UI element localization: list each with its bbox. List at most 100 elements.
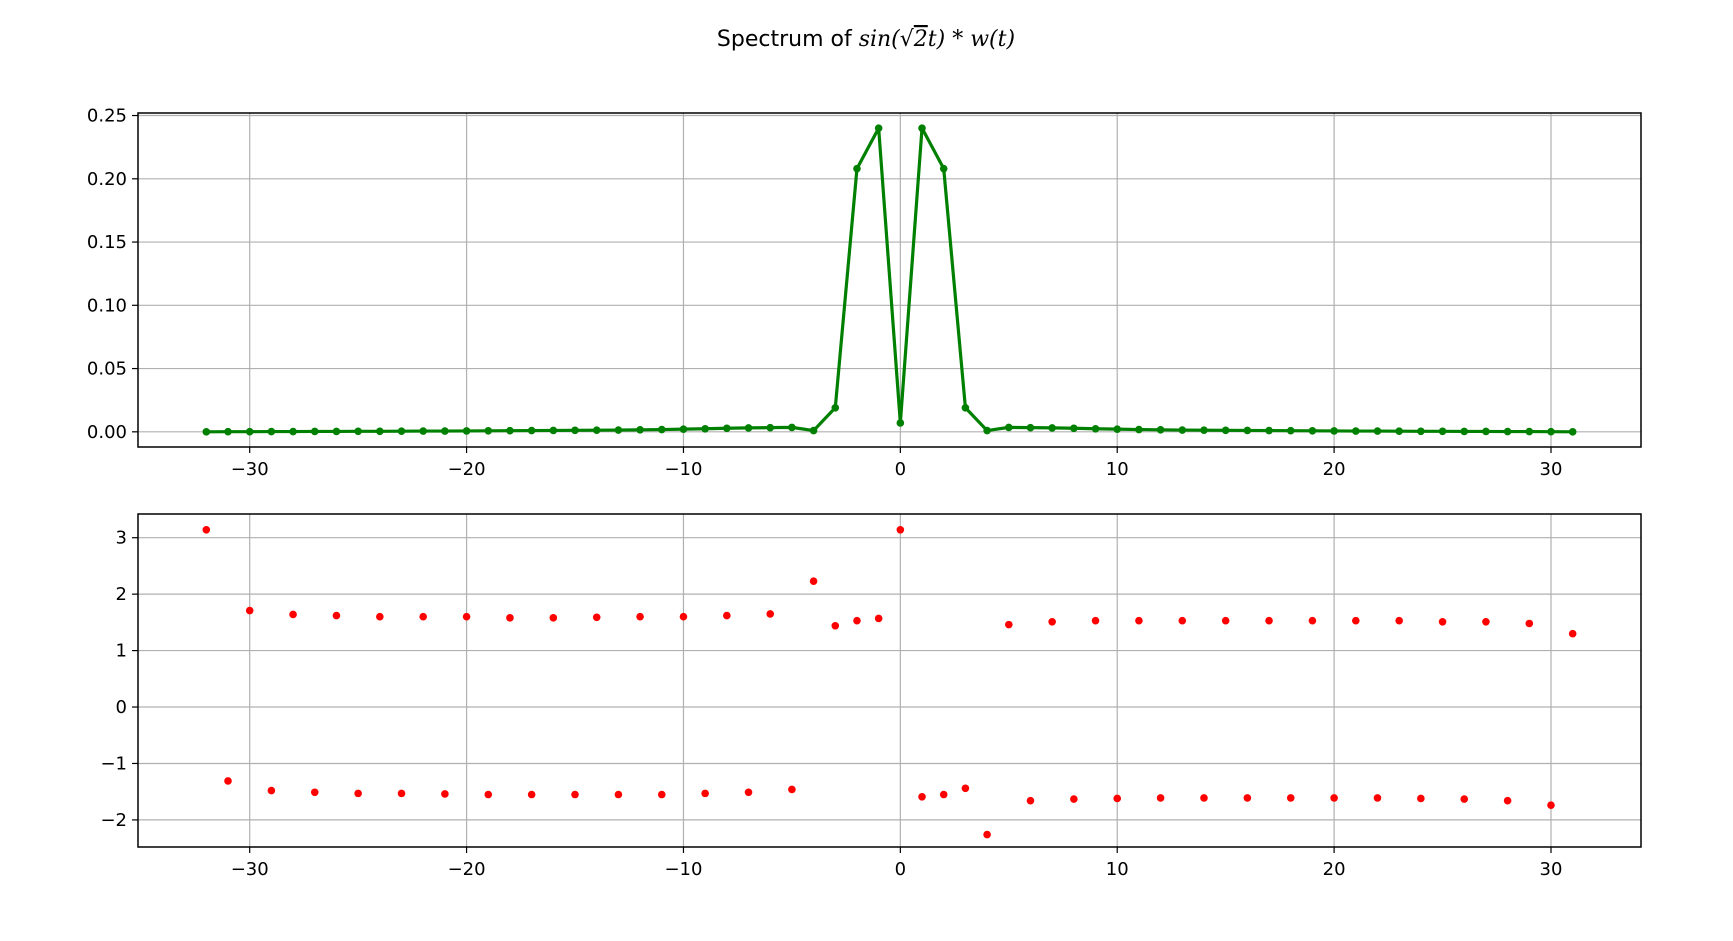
- y-tick-label: 0.20: [87, 169, 127, 190]
- phase-point: [896, 526, 905, 534]
- phase-point: [506, 614, 514, 622]
- phase-point: [592, 613, 601, 622]
- phase-point: [1243, 794, 1252, 802]
- x-tick-label: −30: [231, 859, 269, 880]
- phase-point: [1351, 616, 1360, 625]
- phase-point: [657, 790, 666, 799]
- x-tick-label: 20: [1323, 859, 1346, 880]
- magnitude-point: [1547, 427, 1555, 436]
- figure-title: Spectrum of sin(√2t) * w(t): [717, 27, 1015, 52]
- magnitude-point: [571, 426, 579, 435]
- magnitude-point: [744, 424, 753, 432]
- magnitude-point: [1438, 427, 1447, 436]
- magnitude-point: [636, 425, 644, 434]
- magnitude-point: [1525, 427, 1534, 436]
- x-tick-label: 0: [895, 859, 906, 880]
- phase-point: [701, 789, 709, 798]
- magnitude-point: [289, 427, 297, 436]
- phase-point: [376, 612, 384, 621]
- magnitude-point: [1113, 425, 1122, 433]
- x-tick-label: 10: [1106, 859, 1129, 880]
- magnitude-point: [874, 124, 883, 132]
- magnitude-point: [788, 423, 796, 432]
- y-tick-label: 0: [116, 697, 127, 718]
- phase-point: [1438, 618, 1447, 626]
- phase-point: [961, 784, 970, 793]
- magnitude-point: [1135, 425, 1143, 434]
- magnitude-point: [202, 428, 211, 436]
- phase-point: [874, 614, 883, 623]
- phase-point: [1221, 616, 1230, 625]
- y-tick-label: 0.10: [87, 295, 127, 316]
- magnitude-point: [506, 426, 514, 435]
- phase-point: [549, 614, 558, 622]
- x-tick-label: −10: [664, 459, 702, 480]
- magnitude-point: [310, 427, 319, 436]
- y-tick-label: 0.15: [87, 232, 127, 253]
- x-tick-label: 20: [1323, 459, 1346, 480]
- phase-point: [614, 790, 623, 799]
- magnitude-point: [397, 427, 406, 435]
- magnitude-point: [1568, 428, 1577, 436]
- phase-point: [744, 788, 753, 797]
- y-tick-label: 0.25: [87, 106, 127, 127]
- y-tick-label: 0.00: [87, 422, 127, 443]
- phase-point: [983, 830, 991, 839]
- phase-point: [679, 612, 688, 621]
- magnitude-point: [527, 426, 536, 435]
- phase-point: [1004, 620, 1013, 629]
- phase-point: [831, 621, 840, 630]
- phase-point: [397, 789, 406, 798]
- phase-point: [267, 786, 276, 795]
- phase-point: [1330, 794, 1338, 802]
- magnitude-point: [766, 423, 775, 432]
- phase-point: [419, 612, 428, 621]
- phase-point: [1135, 616, 1143, 625]
- phase-point: [571, 790, 579, 799]
- magnitude-point: [723, 424, 731, 433]
- phase-point: [1547, 801, 1555, 810]
- phase-point: [939, 790, 948, 799]
- x-tick-label: 0: [895, 459, 906, 480]
- magnitude-point: [1070, 424, 1078, 433]
- title-prefix: Spectrum of: [717, 27, 859, 52]
- phase-point: [1417, 794, 1425, 803]
- phase-point: [1091, 616, 1100, 625]
- phase-point: [1265, 616, 1273, 625]
- magnitude-point: [1221, 426, 1230, 435]
- phase-point: [1048, 618, 1056, 626]
- phase-point: [224, 777, 232, 785]
- magnitude-point: [701, 424, 709, 433]
- magnitude-point: [1156, 425, 1165, 434]
- phase-point: [636, 612, 644, 621]
- x-tick-label: 30: [1540, 859, 1563, 880]
- magnitude-panel: −30 −20 −10 0 10 20 30 0.00 0.05 0.10 0.15 0.20 0.25: [87, 106, 1642, 480]
- phase-point: [289, 610, 297, 619]
- phase-point: [202, 526, 211, 534]
- phase-point: [462, 612, 471, 621]
- phase-point: [332, 611, 341, 620]
- magnitude-point: [332, 427, 341, 436]
- phase-point: [918, 792, 926, 801]
- phase-point: [441, 790, 449, 798]
- magnitude-point: [1265, 426, 1273, 435]
- magnitude-point: [484, 427, 493, 435]
- magnitude-point: [983, 426, 991, 435]
- phase-point: [354, 789, 362, 798]
- y-tick-label: −1: [100, 753, 127, 774]
- magnitude-point: [592, 426, 601, 434]
- magnitude-point: [1330, 427, 1338, 435]
- magnitude-point: [1503, 427, 1512, 436]
- phase-point: [1026, 796, 1035, 805]
- magnitude-point: [1286, 426, 1295, 435]
- magnitude-point: [1243, 426, 1252, 435]
- magnitude-point: [657, 425, 666, 434]
- magnitude-point: [549, 426, 558, 435]
- phase-point: [723, 611, 731, 620]
- y-tick-label: 1: [116, 641, 127, 662]
- title-math-part-2: t) * w(t): [928, 27, 1015, 52]
- magnitude-point: [1417, 427, 1425, 436]
- phase-point: [1373, 794, 1382, 802]
- x-tick-label: 10: [1106, 459, 1129, 480]
